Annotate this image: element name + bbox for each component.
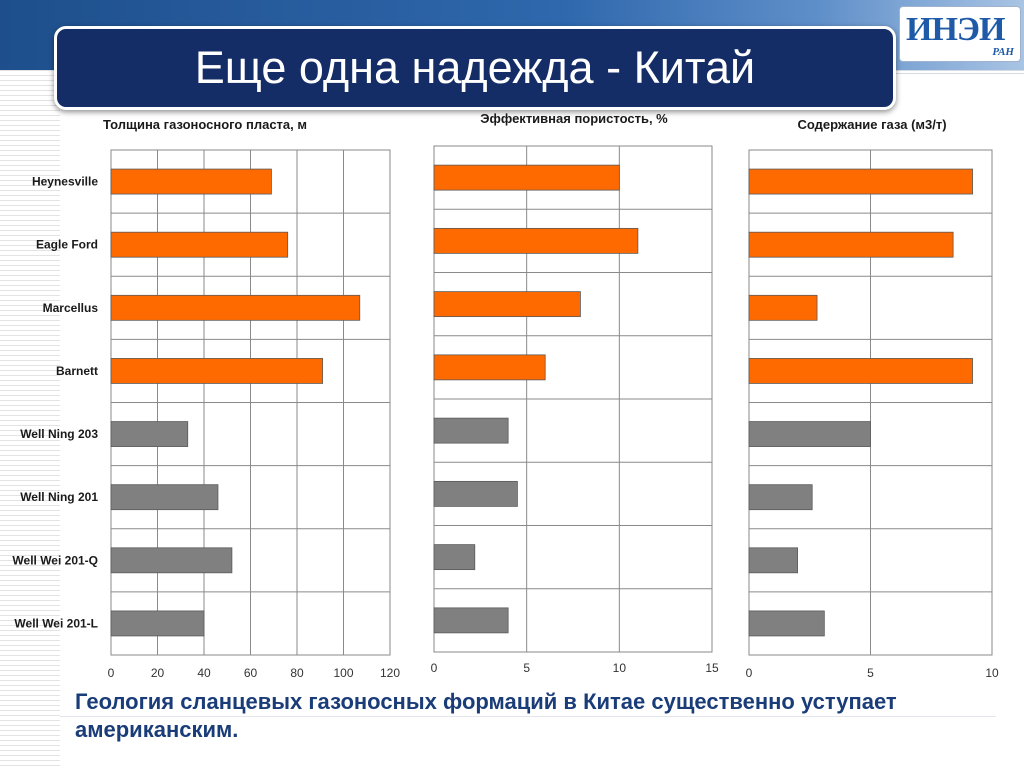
- category-label: Well Ning 201: [20, 490, 98, 504]
- bar-8: [433, 607, 509, 634]
- ineiran-logo: ИНЭИ РАН: [899, 6, 1021, 62]
- x-tick-label: 20: [151, 666, 165, 680]
- bar-6: [748, 484, 813, 511]
- bar-6: [433, 480, 518, 507]
- bar-1: [110, 168, 272, 195]
- x-tick-label: 0: [108, 666, 115, 680]
- bar-5: [110, 421, 189, 447]
- category-label: Heynesville: [32, 175, 98, 189]
- category-label: Well Ning 203: [20, 427, 98, 441]
- bar-2: [748, 231, 954, 258]
- bar-4: [433, 354, 546, 381]
- category-label: Barnett: [56, 364, 98, 378]
- x-tick-label: 5: [523, 661, 530, 675]
- bar-4: [748, 358, 973, 384]
- category-label: Well Wei 201-L: [14, 616, 98, 630]
- x-tick-label: 5: [867, 666, 874, 680]
- bar-5: [433, 417, 509, 444]
- x-tick-label: 40: [197, 666, 211, 680]
- slide-title: Еще одна надежда - Китай: [194, 42, 756, 93]
- bar-1: [748, 168, 973, 195]
- x-tick-label: 10: [613, 661, 627, 675]
- chart-panel-1: Heynesville Eagle Ford Marcellus Barnett Wel…: [12, 117, 400, 680]
- chart-panel-2: 0 5 10 15 Эффективная пористость, %: [431, 111, 719, 675]
- bar-8: [748, 610, 825, 637]
- x-tick-label: 120: [380, 666, 400, 680]
- x-tick-label: 10: [985, 666, 999, 680]
- logo-text: ИНЭИ: [906, 11, 1005, 48]
- bar-2: [110, 231, 289, 258]
- side-stripes: [0, 70, 60, 768]
- bar-3: [110, 294, 361, 321]
- bar-4: [110, 358, 323, 384]
- caption-divider: [60, 716, 996, 717]
- chart-panel-3: 0 5 10 Содержание газа (м3/т): [746, 117, 999, 680]
- category-label: Eagle Ford: [36, 238, 98, 252]
- x-tick-label: 60: [244, 666, 258, 680]
- category-label: Marcellus: [43, 301, 99, 315]
- chart-title: Толщина газоносного пласта, м: [103, 117, 307, 132]
- x-tick-label: 0: [431, 661, 438, 675]
- category-label: Well Wei 201-Q: [12, 553, 98, 567]
- bar-3: [433, 291, 581, 318]
- x-tick-label: 100: [333, 666, 353, 680]
- bar-8: [110, 610, 205, 637]
- chart-title: Эффективная пористость, %: [480, 111, 668, 126]
- bar-7: [748, 547, 798, 574]
- x-tick-label: 80: [290, 666, 304, 680]
- slide-caption: Геология сланцевых газоносных формаций в…: [75, 689, 897, 742]
- bar-6: [110, 484, 219, 511]
- bar-3: [748, 294, 818, 321]
- bar-1: [433, 164, 620, 191]
- x-tick-label: 0: [746, 666, 753, 680]
- chart-title: Содержание газа (м3/т): [797, 117, 946, 132]
- bar-7: [110, 547, 233, 574]
- logo-subtext: РАН: [992, 46, 1014, 58]
- title-banner: Еще одна надежда - Китай: [54, 26, 896, 110]
- bar-7: [433, 544, 476, 571]
- bar-2: [433, 227, 639, 254]
- x-tick-label: 15: [705, 661, 719, 675]
- bar-5: [748, 421, 871, 447]
